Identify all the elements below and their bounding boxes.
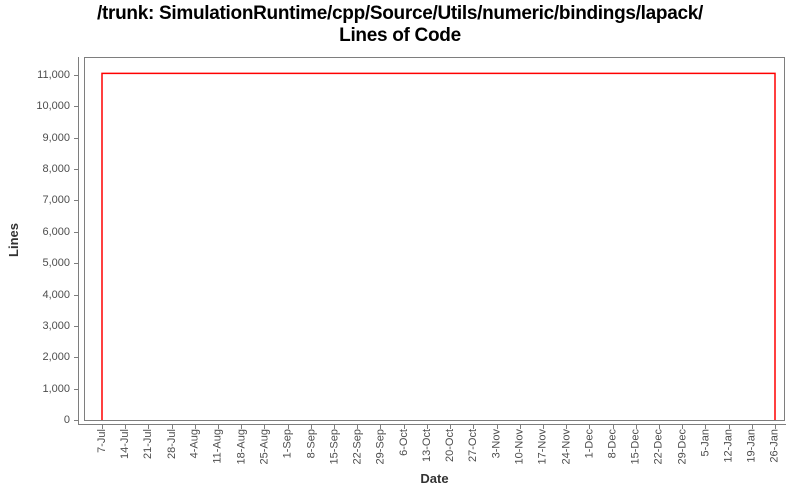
- y-tick-mark: [74, 106, 78, 108]
- y-axis-tick-label: 3,000: [42, 319, 70, 332]
- x-axis-tick-label-text: 12-Jan: [722, 429, 735, 463]
- x-axis-tick-label-text: 10-Nov: [513, 429, 526, 465]
- series-line: [101, 72, 776, 420]
- x-tick-mark: [194, 425, 196, 429]
- y-tick-mark: [74, 137, 78, 139]
- x-axis-tick-label-text: 15-Sep: [328, 429, 341, 465]
- x-tick-mark: [542, 425, 544, 429]
- y-tick-mark: [74, 200, 78, 202]
- y-axis-line: [78, 57, 79, 425]
- x-axis-tick-label-text: 7-Jul: [96, 429, 108, 453]
- y-axis-tick-label: 11,000: [37, 69, 70, 81]
- x-tick-mark: [519, 425, 521, 429]
- x-axis-tick-label-text: 3-Nov: [490, 429, 503, 459]
- y-tick-mark: [74, 357, 78, 359]
- x-tick-mark: [148, 425, 150, 429]
- y-tick-mark: [74, 231, 78, 233]
- x-axis-tick-label-text: 17-Nov: [536, 429, 549, 465]
- y-tick-mark: [74, 420, 78, 421]
- x-tick-mark: [728, 425, 730, 429]
- x-axis-tick-label-text: 8-Sep: [304, 429, 317, 459]
- x-tick-mark: [241, 425, 243, 429]
- x-tick-mark: [287, 425, 289, 429]
- y-tick-mark: [74, 325, 78, 327]
- x-tick-mark: [357, 425, 359, 429]
- x-axis-tick-label-text: 6-Oct: [397, 429, 410, 456]
- x-axis-line: [78, 424, 786, 425]
- x-tick-mark: [635, 425, 637, 429]
- y-axis-tick-label: 10,000: [36, 100, 70, 113]
- x-axis-tick-label-text: 14-Jul: [119, 429, 132, 459]
- y-tick-mark: [74, 294, 78, 296]
- x-axis-tick-label-text: 29-Dec: [676, 429, 689, 465]
- x-axis-tick-label-text: 28-Jul: [165, 429, 178, 459]
- x-axis-tick-label-text: 29-Sep: [374, 429, 387, 465]
- y-axis-tick-label: 0: [63, 414, 70, 426]
- x-tick-mark: [264, 425, 266, 429]
- x-tick-mark: [102, 425, 103, 429]
- x-axis-tick-label-text: 8-Dec: [606, 429, 619, 459]
- x-axis-tick-label-text: 24-Nov: [560, 429, 573, 465]
- x-axis-tick-label-text: 5-Jan: [699, 429, 712, 457]
- x-axis-tick-label-text: 13-Oct: [420, 429, 433, 463]
- x-axis-tick-label-text: 1-Dec: [583, 429, 596, 459]
- series-line-svg: [101, 72, 776, 420]
- y-tick-mark: [74, 75, 78, 76]
- x-axis-tick-label-text: 22-Dec: [652, 429, 665, 465]
- x-tick-mark: [612, 425, 614, 429]
- x-axis-tick-label-text: 11-Aug: [212, 429, 225, 464]
- y-tick-mark: [74, 263, 78, 265]
- x-tick-mark: [658, 425, 660, 429]
- y-axis-tick-label: 8,000: [42, 163, 70, 176]
- x-tick-mark: [589, 425, 591, 429]
- chart-title: /trunk: SimulationRuntime/cpp/Source/Uti…: [0, 3, 800, 47]
- y-axis-tick-label: 5,000: [42, 257, 70, 270]
- y-tick-mark: [74, 169, 78, 171]
- x-tick-mark: [450, 425, 452, 429]
- x-tick-mark: [566, 425, 568, 429]
- x-tick-mark: [426, 425, 428, 429]
- x-tick-mark: [403, 425, 405, 429]
- x-tick-mark: [496, 425, 498, 429]
- x-axis-tick-label-text: 20-Oct: [444, 429, 457, 463]
- x-tick-mark: [334, 425, 336, 429]
- x-tick-mark: [775, 425, 776, 429]
- y-axis-tick-label: 9,000: [42, 131, 70, 144]
- y-axis-tick-label: 1,000: [42, 382, 70, 395]
- x-axis-tick-label-text: 4-Aug: [188, 429, 201, 459]
- x-axis-tick-label-text: 19-Jan: [745, 429, 758, 463]
- y-axis-tick-label: 6,000: [42, 225, 70, 238]
- x-axis-tick-label-text: 1-Sep: [281, 429, 294, 459]
- y-tick-mark: [74, 388, 78, 390]
- x-tick-mark: [218, 425, 220, 429]
- x-tick-mark: [705, 425, 707, 429]
- y-axis-tick-label: 2,000: [42, 351, 70, 364]
- x-tick-mark: [310, 425, 312, 429]
- x-tick-mark: [171, 425, 173, 429]
- x-axis-tick-label-text: 21-Jul: [142, 429, 155, 459]
- plot-area: [84, 57, 785, 421]
- chart-title-line2: Lines of Code: [339, 25, 461, 46]
- x-axis-tick-label-text: 15-Dec: [629, 429, 642, 465]
- chart-title-line1: /trunk: SimulationRuntime/cpp/Source/Uti…: [97, 3, 703, 24]
- y-axis-tick-label: 4,000: [42, 288, 70, 301]
- x-axis-tick-label-text: 26-Jan: [769, 429, 781, 463]
- y-axis-tick-label: 7,000: [42, 194, 70, 207]
- x-tick-mark: [473, 425, 475, 429]
- x-tick-mark: [682, 425, 684, 429]
- x-axis-tick-label-text: 22-Sep: [351, 429, 364, 465]
- x-axis-tick-label-text: 18-Aug: [235, 429, 248, 465]
- x-axis-tick-label-text: 27-Oct: [467, 429, 480, 463]
- x-axis-tick-label-text: 25-Aug: [258, 429, 271, 465]
- x-tick-mark: [125, 425, 127, 429]
- x-tick-mark: [751, 425, 753, 429]
- x-axis-title: Date: [420, 471, 449, 486]
- x-tick-mark: [380, 425, 382, 429]
